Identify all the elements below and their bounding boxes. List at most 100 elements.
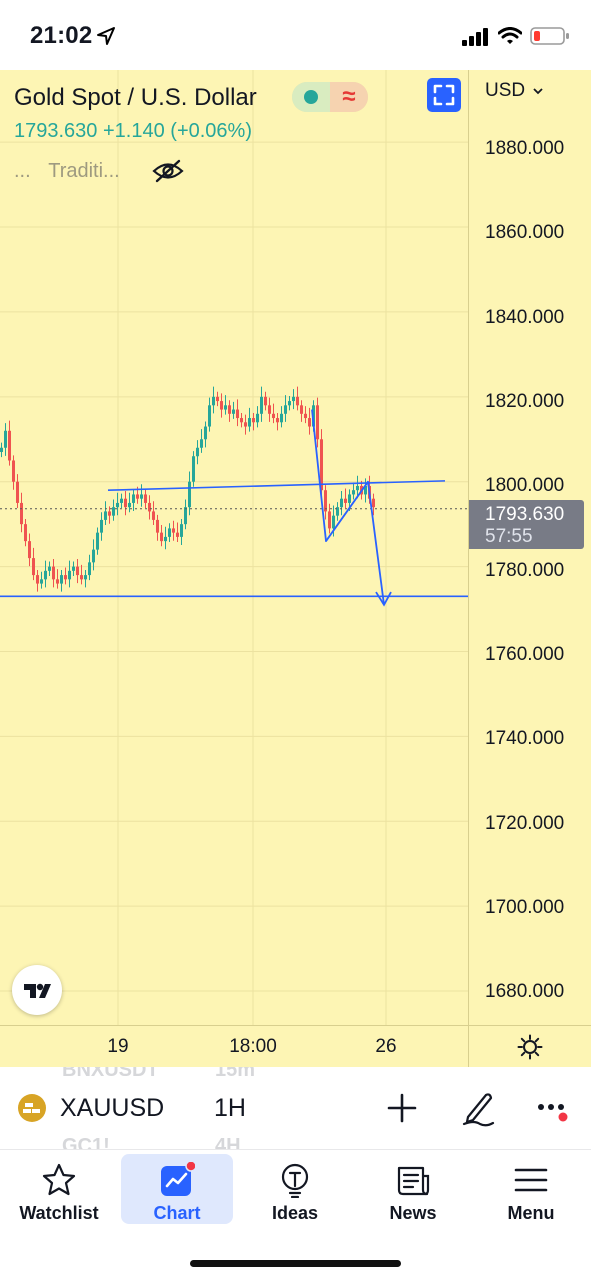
legend-last-price: 1793.630 [14, 120, 98, 142]
candle-body [44, 570, 47, 580]
candle-body [60, 575, 63, 584]
chevron-down-icon [533, 88, 544, 95]
candle-body [340, 498, 343, 508]
price-tick: 1840.000 [485, 307, 565, 328]
legend-more-dots[interactable]: ... [14, 160, 31, 182]
candle-body [320, 439, 323, 491]
nav-ideas[interactable]: Ideas [239, 1154, 351, 1224]
fullscreen-icon [433, 84, 455, 106]
location-arrow-icon [97, 27, 115, 45]
nav-label: News [389, 1203, 437, 1223]
candle-body [164, 536, 167, 542]
candle-body [300, 405, 303, 414]
legend-style-label[interactable]: Traditi... [48, 160, 120, 182]
candle-body [264, 396, 267, 406]
candle-body [124, 498, 127, 508]
badge-price: 1793.630 [485, 504, 565, 525]
symbol-title[interactable]: Gold Spot / U.S. Dollar [14, 84, 257, 111]
candle-body [328, 511, 331, 529]
candle-body [16, 481, 19, 503]
candle-body [356, 485, 359, 491]
nav-news[interactable]: News [357, 1154, 469, 1224]
currency-selector[interactable]: USD [485, 80, 544, 102]
price-tick: 1680.000 [485, 981, 565, 1002]
candle-body [28, 541, 31, 559]
gear-icon[interactable] [517, 1034, 543, 1060]
candle-body [24, 524, 27, 542]
price-tick: 1720.000 [485, 813, 565, 834]
bar-countdown: 57:55 [485, 526, 533, 547]
legend-indicator-row[interactable]: ... Traditi... [14, 160, 120, 183]
trend-drawings [0, 409, 468, 607]
candle-body [68, 570, 71, 580]
candle-body [12, 460, 15, 482]
candle-body [332, 515, 335, 529]
candle-body [220, 401, 223, 410]
candle-body [364, 485, 367, 495]
price-chart[interactable] [0, 70, 468, 1025]
candle-body [160, 532, 163, 542]
candle-body [276, 418, 279, 423]
currency-label: USD [485, 80, 526, 101]
drawing-pen-icon[interactable] [460, 1089, 496, 1127]
legend-change-pct: (+0.06%) [170, 120, 252, 142]
more-options-icon[interactable] [536, 1095, 570, 1125]
candle-body [88, 562, 91, 576]
price-tick: 1800.000 [485, 475, 565, 496]
candle-body [128, 502, 131, 508]
candle-body [324, 490, 327, 512]
candle-body [236, 409, 239, 419]
candle-body [308, 418, 311, 427]
nav-menu[interactable]: Menu [475, 1154, 587, 1224]
interval-selector[interactable]: 1H [214, 1094, 246, 1122]
tradingview-logo-icon [24, 983, 51, 998]
candle-body [144, 494, 147, 503]
candle-body [32, 558, 35, 576]
candle-body [208, 405, 211, 427]
candle-body [348, 494, 351, 503]
candle-body [156, 519, 159, 533]
chart-pane[interactable]: Gold Spot / U.S. Dollar ≈ 1793.630 +1.14… [0, 70, 468, 1025]
nav-chart[interactable]: Chart [121, 1154, 233, 1224]
delayed-data-icon: ≈ [330, 82, 368, 112]
add-plus-icon[interactable] [385, 1091, 419, 1125]
candle-body [108, 511, 111, 516]
lightbulb-icon [281, 1163, 309, 1198]
candle-body [180, 524, 183, 537]
candle-body [116, 502, 119, 508]
candle-body [188, 481, 191, 508]
chart-settings-corner[interactable] [468, 1025, 591, 1067]
cellular-signal-icon [462, 28, 488, 46]
candle-body [184, 507, 187, 525]
fullscreen-button[interactable] [427, 78, 461, 112]
tradingview-logo[interactable] [12, 965, 62, 1015]
status-bar: 21:02 [0, 0, 591, 70]
price-scale[interactable]: USD 1880.000 1860.000 1840.000 1820.000 … [468, 70, 591, 1025]
candle-body [80, 575, 83, 580]
time-scale[interactable]: 19 18:00 26 [0, 1025, 468, 1067]
last-price-badge: 1793.630 57:55 [469, 500, 584, 549]
candle-body [196, 447, 199, 457]
gold-bars-icon [18, 1094, 46, 1122]
candle-body [148, 502, 151, 512]
arrow-head [375, 591, 392, 607]
candle-body [268, 405, 271, 414]
newspaper-icon [397, 1166, 430, 1196]
price-tick: 1700.000 [485, 897, 565, 918]
candle-body [192, 456, 195, 482]
nav-label: Ideas [271, 1203, 319, 1223]
candle-body [104, 511, 107, 520]
nav-watchlist[interactable]: Watchlist [3, 1154, 115, 1224]
eye-hidden-icon[interactable] [152, 158, 184, 184]
price-tick: 1760.000 [485, 644, 565, 665]
market-status-pill[interactable]: ≈ [292, 82, 368, 112]
time-tick: 19 [107, 1036, 129, 1057]
candle-body [8, 430, 11, 461]
candle-body [352, 490, 355, 495]
candle-body [4, 430, 7, 448]
candle-body [20, 502, 23, 525]
symbol-search-button[interactable]: XAUUSD [60, 1094, 165, 1122]
market-open-dot-icon [304, 90, 318, 104]
wedge-line [325, 481, 369, 542]
ghost-symbol-bottom: GC1! [62, 1135, 110, 1149]
